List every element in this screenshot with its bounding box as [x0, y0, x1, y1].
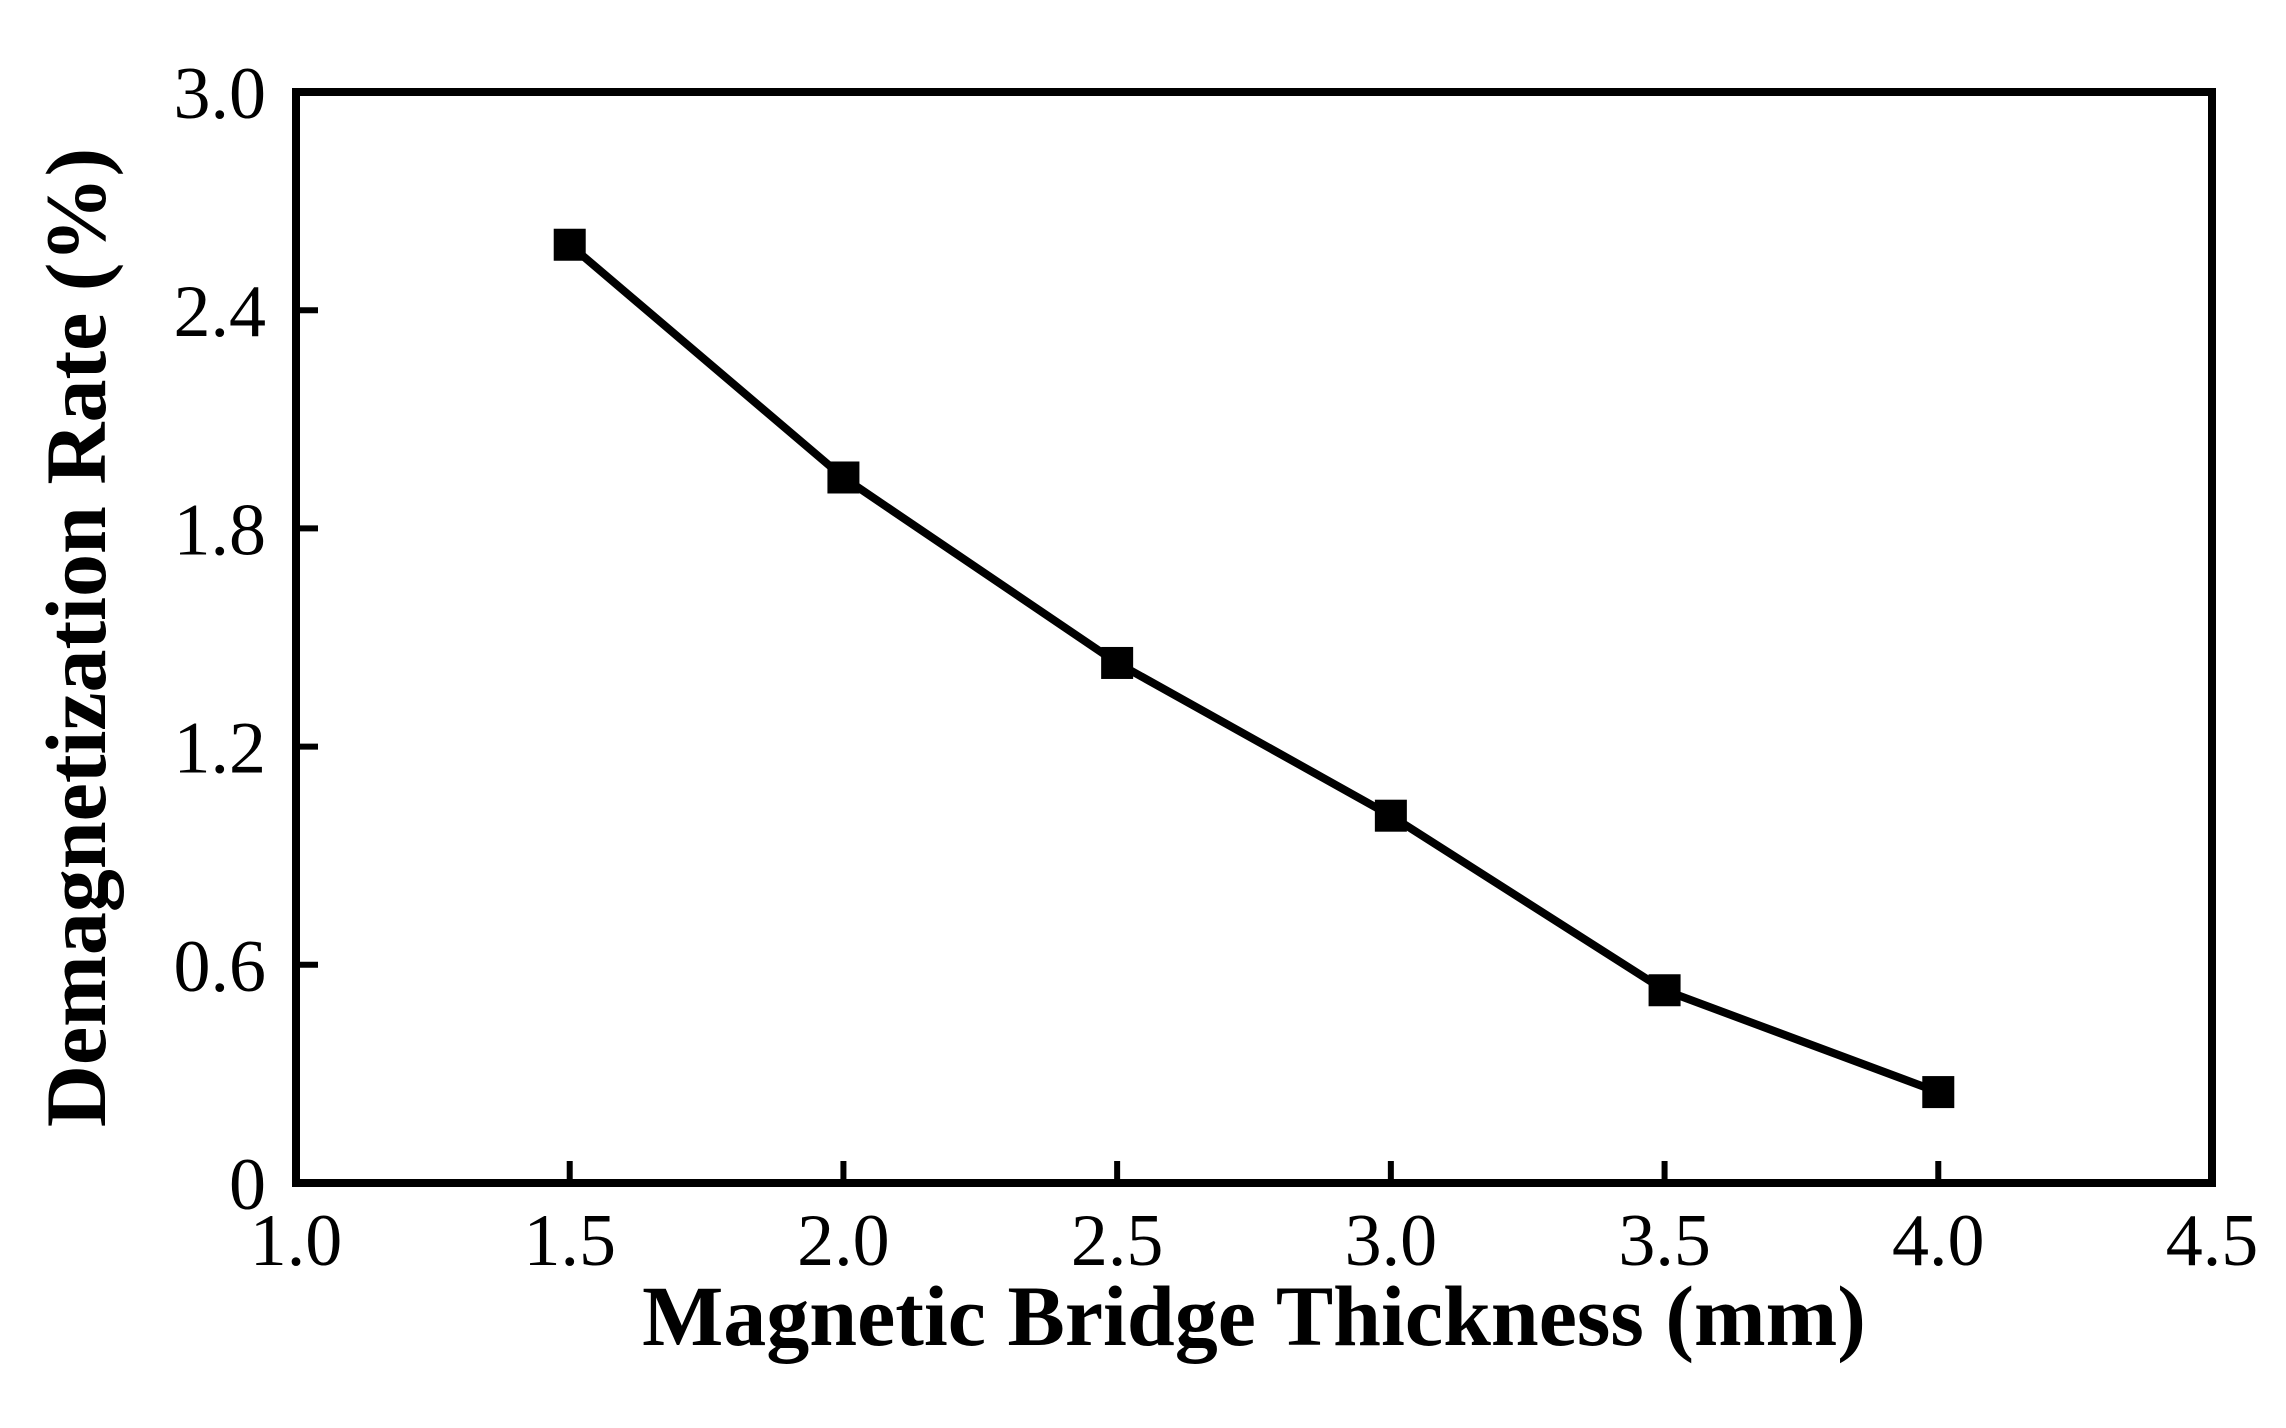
data-point-marker: [1648, 974, 1681, 1007]
y-tick-label: 0: [229, 1144, 266, 1226]
y-tick-label: 1.8: [174, 489, 267, 571]
x-tick-label: 1.5: [523, 1200, 616, 1282]
plot-frame: [292, 88, 2216, 1187]
data-point-marker: [1922, 1076, 1955, 1109]
x-tick-label: 3.0: [1345, 1200, 1438, 1282]
x-tick-label: 4.5: [2166, 1200, 2259, 1282]
y-tick-label: 2.4: [174, 271, 267, 353]
y-tick-label: 1.2: [174, 708, 267, 790]
series-line: [567, 241, 1940, 1096]
x-axis-title: Magnetic Bridge Thickness (mm): [642, 1268, 1866, 1364]
data-point-marker: [553, 228, 586, 261]
x-tick-label: 1.0: [250, 1200, 343, 1282]
x-tick-label: 2.5: [1071, 1200, 1164, 1282]
data-point-marker: [1374, 799, 1407, 832]
y-tick-label: 0.6: [174, 926, 267, 1008]
x-tick-label: 3.5: [1618, 1200, 1711, 1282]
y-tick-label: 3.0: [174, 53, 267, 135]
x-tick-label: 4.0: [1892, 1200, 1985, 1282]
data-point-marker: [1101, 646, 1134, 679]
data-point-marker: [827, 461, 860, 494]
x-tick-label: 2.0: [797, 1200, 890, 1282]
y-axis-title: Demagnetization Rate (%): [28, 148, 124, 1127]
